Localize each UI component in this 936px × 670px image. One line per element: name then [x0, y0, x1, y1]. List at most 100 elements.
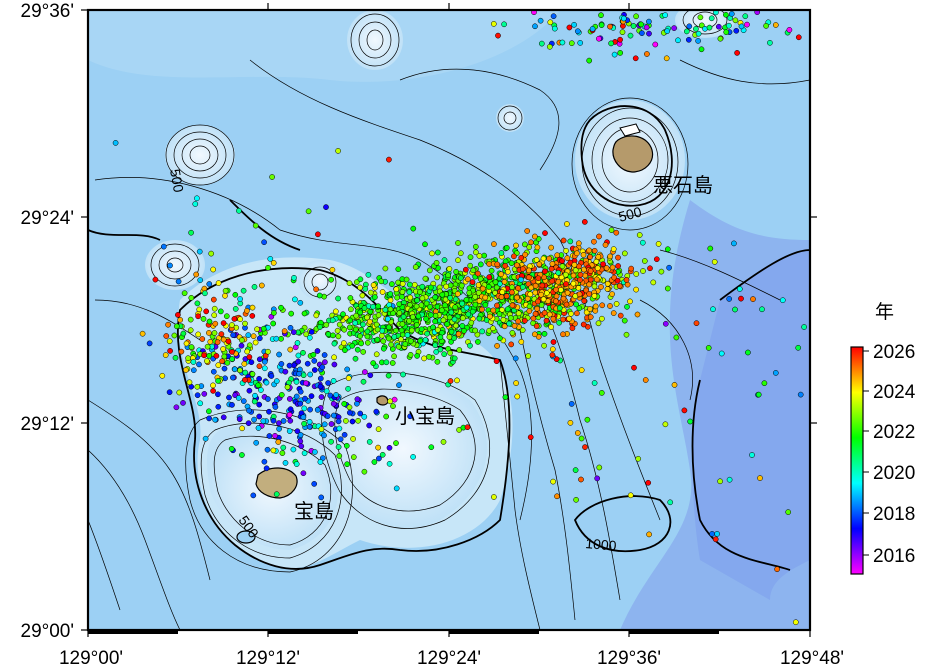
epicenter-point	[300, 349, 306, 356]
epicenter-point	[540, 296, 547, 303]
epicenter-point	[219, 358, 225, 365]
epicenter-point	[615, 263, 621, 269]
epicenter-point	[248, 359, 255, 366]
epicenter-point	[389, 360, 396, 366]
colorbar-tick-label: 2018	[873, 504, 915, 525]
colorbar-tick-label: 2020	[873, 463, 915, 484]
lat-label: 29°00'	[21, 621, 75, 642]
epicenter-point	[407, 351, 414, 358]
epicenter-point	[183, 367, 189, 373]
epicenter-point	[454, 291, 461, 297]
epicenter-point	[573, 301, 580, 308]
epicenter-point	[250, 492, 257, 499]
epicenter-point	[315, 231, 321, 238]
epicenter-point	[592, 303, 599, 310]
epicenter-point	[481, 252, 488, 259]
epicenter-point	[241, 361, 248, 367]
epicenter-point	[331, 340, 338, 347]
epicenter-point	[503, 293, 510, 299]
epicenter-point	[215, 403, 222, 410]
lon-label: 129°12'	[236, 648, 300, 669]
epicenter-point	[394, 294, 400, 301]
epicenter-point	[472, 293, 478, 300]
epicenter-point	[617, 312, 624, 319]
epicenter-point	[476, 298, 483, 304]
epicenter-point	[554, 493, 560, 500]
lon-label: 129°24'	[417, 648, 481, 669]
epicenter-point	[726, 476, 733, 483]
epicenter-point	[225, 338, 232, 345]
epicenter-point	[395, 343, 402, 350]
epicenter-point	[584, 416, 591, 423]
epicenter-point	[317, 375, 324, 382]
epicenter-point	[175, 278, 182, 285]
epicenter-point	[488, 267, 495, 274]
epicenter-point	[217, 308, 224, 315]
epicenter-point	[346, 280, 353, 287]
epicenter-point	[206, 281, 213, 287]
epicenter-point	[382, 306, 389, 313]
epicenter-point	[451, 316, 458, 323]
epicenter-point	[543, 290, 550, 296]
epicenter-point	[445, 272, 451, 279]
epicenter-point	[270, 447, 277, 454]
epicenter-point	[551, 25, 558, 32]
epicenter-point	[463, 304, 470, 311]
epicenter-point	[472, 327, 479, 334]
colorbar-title: 年	[875, 301, 894, 323]
epicenter-point	[498, 271, 504, 278]
epicenter-point	[686, 23, 693, 30]
epicenter-point	[598, 390, 605, 396]
epicenter-point	[278, 304, 284, 311]
epicenter-point	[365, 271, 372, 278]
epicenter-point	[666, 264, 672, 271]
epicenter-point	[220, 346, 226, 352]
epicenter-point	[521, 241, 528, 248]
epicenter-point	[772, 22, 779, 28]
epicenter-point	[476, 315, 483, 322]
epicenter-point	[733, 27, 740, 34]
epicenter-point	[330, 332, 336, 339]
epicenter-point	[335, 418, 342, 425]
epicenter-point	[500, 316, 507, 323]
epicenter-point	[572, 267, 579, 274]
epicenter-point	[433, 349, 440, 355]
epicenter-point	[196, 248, 203, 255]
epicenter-point	[446, 334, 453, 340]
epicenter-point	[273, 335, 280, 342]
epicenter-point	[683, 28, 690, 35]
epicenter-point	[188, 344, 195, 350]
epicenter-point	[535, 298, 541, 305]
epicenter-point	[265, 396, 271, 402]
epicenter-point	[574, 250, 580, 257]
epicenter-point	[210, 388, 216, 394]
epicenter-point	[615, 254, 621, 261]
epicenter-point	[548, 244, 555, 251]
epicenter-point	[497, 335, 503, 342]
epicenter-point	[563, 301, 570, 308]
epicenter-point	[577, 277, 583, 283]
epicenter-point	[376, 455, 382, 462]
epicenter-point	[253, 439, 260, 446]
epicenter-point	[252, 339, 259, 346]
epicenter-point	[325, 380, 331, 386]
epicenter-point	[439, 291, 446, 298]
epicenter-point	[562, 271, 569, 278]
epicenter-point	[152, 276, 159, 283]
epicenter-point	[635, 455, 642, 462]
epicenter-point	[256, 401, 263, 408]
epicenter-point	[176, 389, 183, 396]
epicenter-point	[419, 283, 426, 290]
epicenter-point	[194, 392, 201, 399]
epicenter-point	[355, 417, 361, 424]
epicenter-point	[374, 326, 381, 333]
epicenter-point	[505, 268, 511, 275]
epicenter-point	[393, 286, 400, 293]
epicenter-point	[594, 265, 601, 271]
epicenter-point	[407, 294, 414, 301]
epicenter-point	[494, 343, 500, 349]
epicenter-point	[490, 325, 496, 332]
epicenter-point	[553, 286, 559, 293]
epicenter-point	[408, 327, 415, 334]
epicenter-point	[528, 239, 534, 246]
